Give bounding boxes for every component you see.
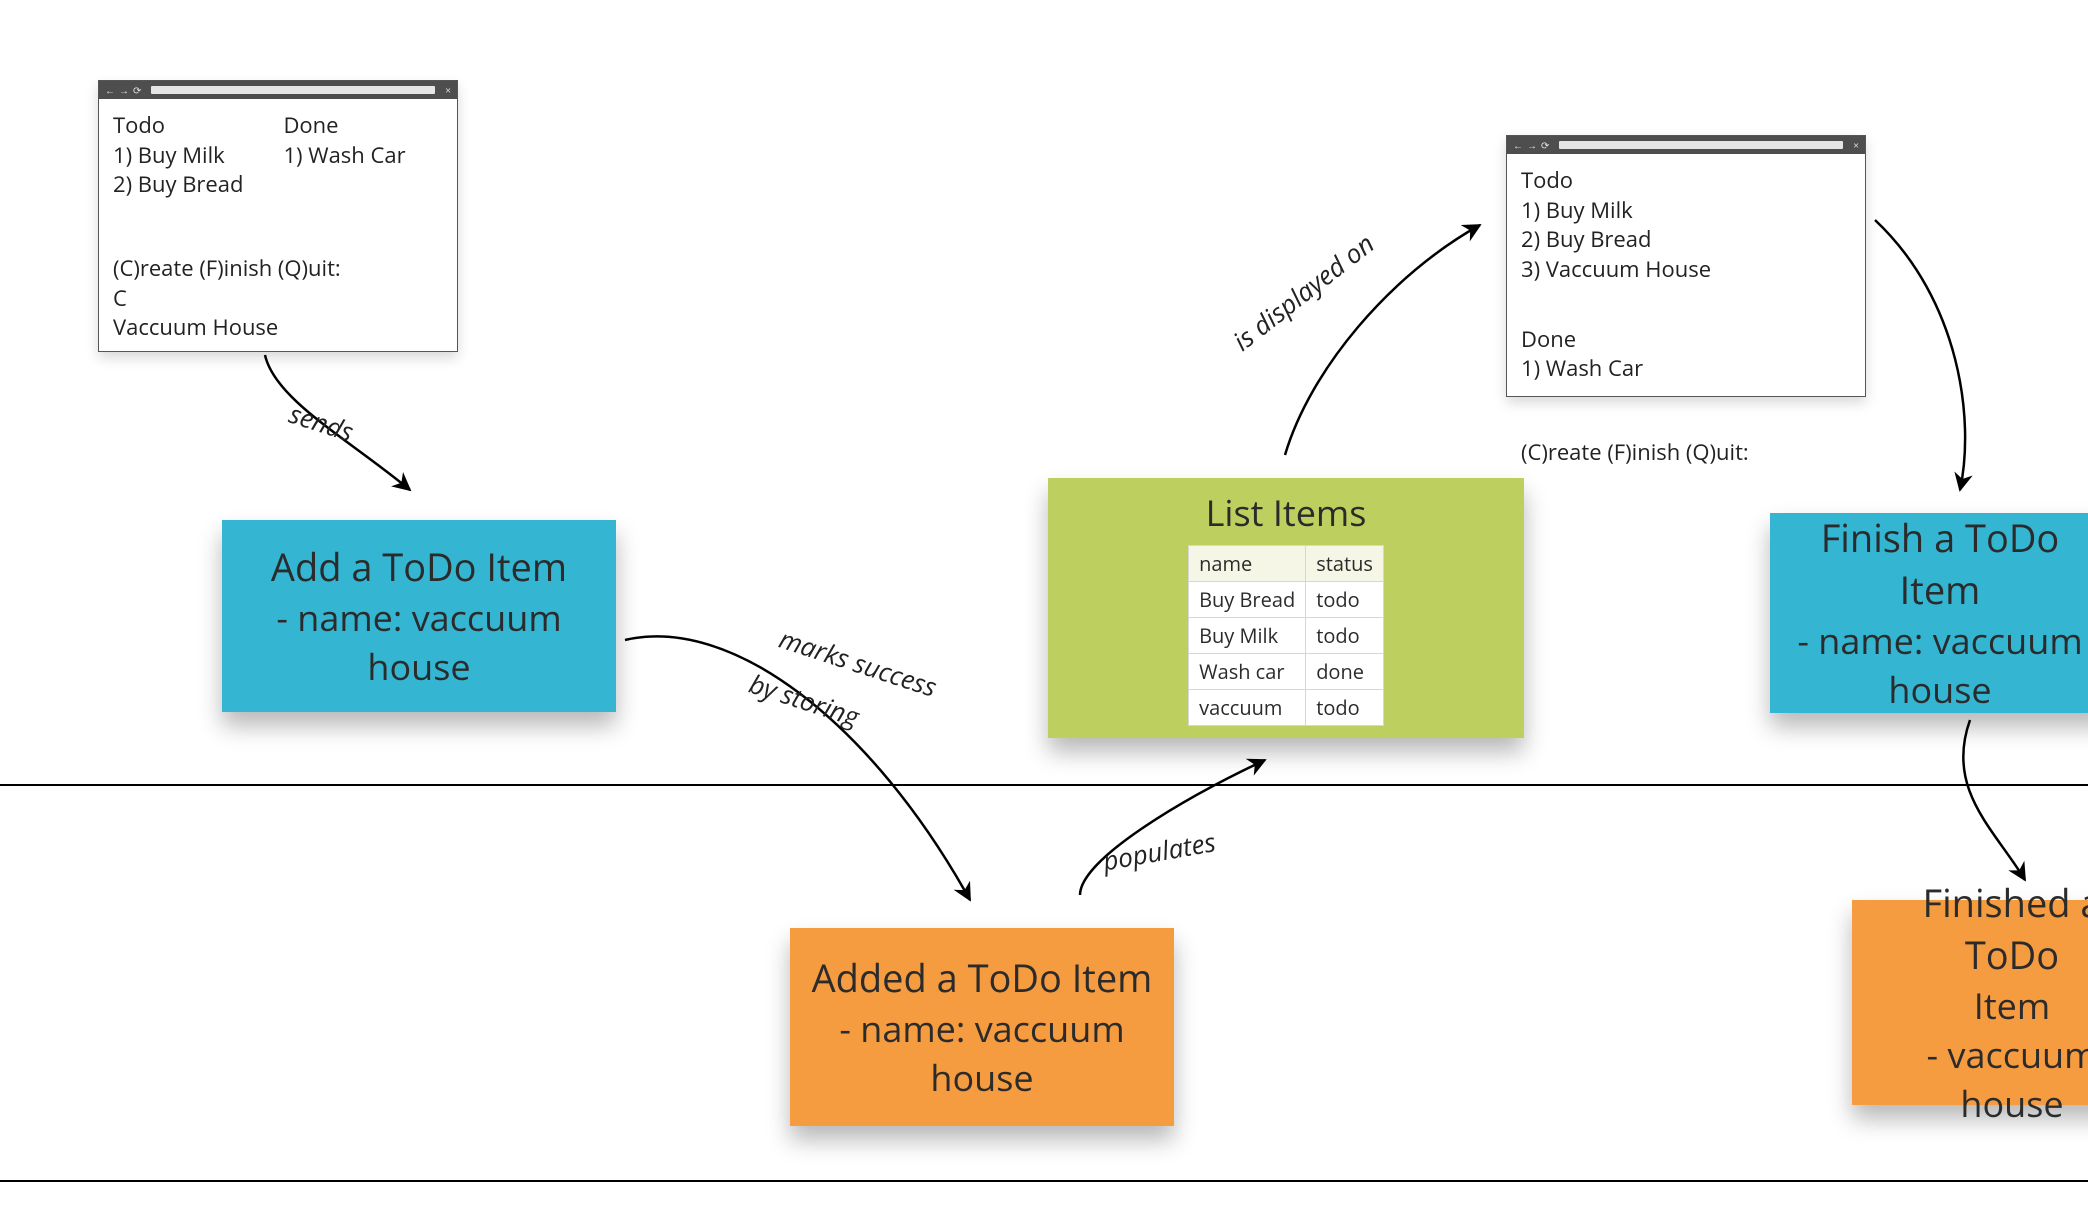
- card-add-command: Add a ToDo Item - name: vaccuum house: [222, 520, 616, 712]
- card-list-items: List Items name status Buy Bread todo Bu…: [1048, 478, 1524, 738]
- col-name: name: [1189, 546, 1306, 582]
- table-row: Buy Milk todo: [1189, 618, 1384, 654]
- cell-name: Wash car: [1189, 654, 1306, 690]
- todo-header: Todo: [113, 111, 243, 141]
- col-status: status: [1306, 546, 1384, 582]
- edge-label-populates: populates: [1100, 823, 1218, 878]
- cell-status: todo: [1306, 582, 1384, 618]
- edge-label-displayed: is displayed on: [1225, 225, 1381, 358]
- items-table: name status Buy Bread todo Buy Milk todo…: [1188, 545, 1384, 726]
- terminal-window-before: ← → ⟳ × Todo 1) Buy Milk 2) Buy Bread Do…: [98, 80, 458, 352]
- prompt-input2: Vaccuum House: [113, 313, 443, 343]
- card-sub-2: house: [810, 1053, 1154, 1102]
- todo-item-3: 3) Vaccuum House: [1521, 255, 1711, 285]
- card-sub-1: Item: [1872, 981, 2088, 1030]
- card-sub-1: - name: vaccuum: [1790, 616, 2088, 665]
- done-header: Done: [1521, 325, 1643, 355]
- done-header: Done: [283, 111, 405, 141]
- arrow-to-finish: [1875, 220, 1965, 490]
- url-bar: [1559, 141, 1843, 149]
- cell-status: todo: [1306, 618, 1384, 654]
- diagram-canvas: sends marks success by storing populates…: [0, 0, 2088, 1225]
- todo-item-2: 2) Buy Bread: [1521, 225, 1711, 255]
- card-sub-2: house: [242, 642, 596, 691]
- prompt-text: (C)reate (F)inish (Q)uit:: [113, 254, 443, 284]
- card-title: Added a ToDo Item: [810, 952, 1154, 1004]
- lane-separator-2: [0, 1180, 2088, 1182]
- cell-name: Buy Milk: [1189, 618, 1306, 654]
- window-titlebar: ← → ⟳ ×: [99, 81, 457, 99]
- nav-reload-icon: ⟳: [133, 85, 141, 95]
- card-finished-event: Finished a ToDo Item - vaccuum house: [1852, 900, 2088, 1105]
- cell-status: todo: [1306, 690, 1384, 726]
- table-row: Buy Bread todo: [1189, 582, 1384, 618]
- card-title: Add a ToDo Item: [242, 541, 596, 593]
- prompt-text: (C)reate (F)inish (Q)uit:: [1521, 438, 1851, 468]
- nav-forward-icon: →: [119, 85, 129, 95]
- url-bar: [151, 86, 435, 94]
- table-row: Wash car done: [1189, 654, 1384, 690]
- arrow-to-finished: [1963, 720, 2025, 880]
- done-column: Done 1) Wash Car: [283, 111, 405, 200]
- card-sub-1: - name: vaccuum: [242, 593, 596, 642]
- done-column: Done 1) Wash Car: [1521, 325, 1643, 384]
- table-row: vaccuum todo: [1189, 690, 1384, 726]
- nav-reload-icon: ⟳: [1541, 140, 1549, 150]
- card-added-event: Added a ToDo Item - name: vaccuum house: [790, 928, 1174, 1126]
- card-finish-command: Finish a ToDo Item - name: vaccuum house: [1770, 513, 2088, 713]
- table-header-row: name status: [1189, 546, 1384, 582]
- terminal-window-after: ← → ⟳ × Todo 1) Buy Milk 2) Buy Bread 3)…: [1506, 135, 1866, 397]
- card-sub-1: - name: vaccuum: [810, 1004, 1154, 1053]
- prompt-block: (C)reate (F)inish (Q)uit: C Vaccuum Hous…: [113, 254, 443, 343]
- todo-item-1: 1) Buy Milk: [113, 141, 243, 171]
- prompt-block: (C)reate (F)inish (Q)uit:: [1521, 438, 1851, 468]
- todo-header: Todo: [1521, 166, 1711, 196]
- lane-separator-1: [0, 784, 2088, 786]
- card-sub-2: house: [1790, 665, 2088, 714]
- cell-status: done: [1306, 654, 1384, 690]
- card-title: Finish a ToDo Item: [1790, 512, 2088, 616]
- todo-column: Todo 1) Buy Milk 2) Buy Bread 3) Vaccuum…: [1521, 166, 1711, 285]
- cell-name: Buy Bread: [1189, 582, 1306, 618]
- done-item-1: 1) Wash Car: [1521, 354, 1643, 384]
- cell-name: vaccuum: [1189, 690, 1306, 726]
- card-title: List Items: [1068, 488, 1504, 537]
- card-title: Finished a ToDo: [1872, 877, 2088, 981]
- done-item-1: 1) Wash Car: [283, 141, 405, 171]
- edge-label-sends: sends: [285, 395, 358, 449]
- nav-back-icon: ←: [105, 85, 115, 95]
- nav-forward-icon: →: [1527, 140, 1537, 150]
- prompt-input1: C: [113, 284, 443, 314]
- todo-item-2: 2) Buy Bread: [113, 170, 243, 200]
- nav-back-icon: ←: [1513, 140, 1523, 150]
- close-icon: ×: [445, 85, 451, 95]
- close-icon: ×: [1853, 140, 1859, 150]
- window-titlebar: ← → ⟳ ×: [1507, 136, 1865, 154]
- card-sub-2: - vaccuum house: [1872, 1030, 2088, 1128]
- todo-column: Todo 1) Buy Milk 2) Buy Bread: [113, 111, 243, 200]
- todo-item-1: 1) Buy Milk: [1521, 196, 1711, 226]
